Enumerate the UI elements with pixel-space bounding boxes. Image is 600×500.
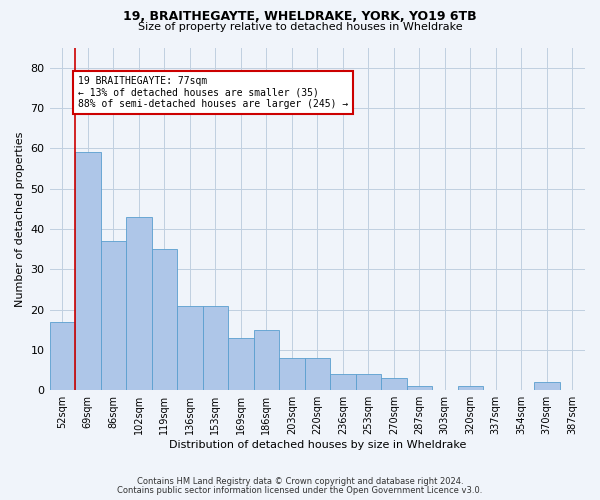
Bar [534, 382, 560, 390]
X-axis label: Distribution of detached houses by size in Wheldrake: Distribution of detached houses by size … [169, 440, 466, 450]
Text: Size of property relative to detached houses in Wheldrake: Size of property relative to detached ho… [137, 22, 463, 32]
Bar [152, 249, 177, 390]
Bar [126, 217, 152, 390]
Text: 19 BRAITHEGAYTE: 77sqm
← 13% of detached houses are smaller (35)
88% of semi-det: 19 BRAITHEGAYTE: 77sqm ← 13% of detached… [78, 76, 349, 109]
Bar [407, 386, 432, 390]
Bar [330, 374, 356, 390]
Bar [101, 241, 126, 390]
Bar [279, 358, 305, 390]
Bar [305, 358, 330, 390]
Bar [177, 306, 203, 390]
Text: Contains public sector information licensed under the Open Government Licence v3: Contains public sector information licen… [118, 486, 482, 495]
Text: Contains HM Land Registry data © Crown copyright and database right 2024.: Contains HM Land Registry data © Crown c… [137, 477, 463, 486]
Bar [75, 152, 101, 390]
Bar [356, 374, 381, 390]
Bar [381, 378, 407, 390]
Y-axis label: Number of detached properties: Number of detached properties [15, 131, 25, 306]
Bar [50, 322, 75, 390]
Bar [203, 306, 228, 390]
Bar [254, 330, 279, 390]
Bar [228, 338, 254, 390]
Bar [458, 386, 483, 390]
Text: 19, BRAITHEGAYTE, WHELDRAKE, YORK, YO19 6TB: 19, BRAITHEGAYTE, WHELDRAKE, YORK, YO19 … [123, 10, 477, 23]
